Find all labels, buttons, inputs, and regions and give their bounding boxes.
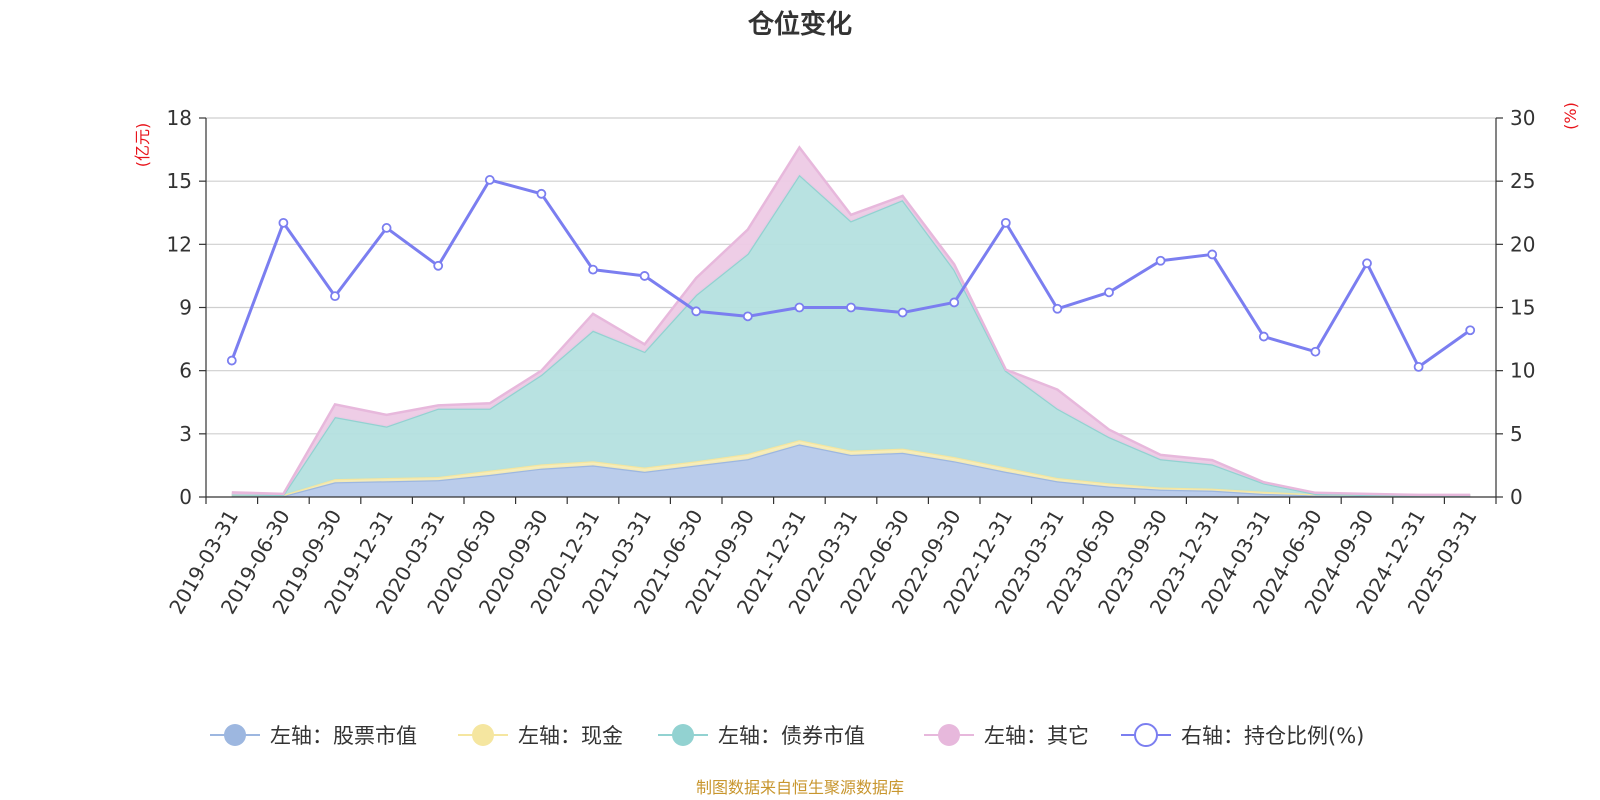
holding-ratio-point [639,271,650,281]
left-tick-label: 0 [179,485,192,509]
legend-marker-icon [1134,723,1158,747]
left-axis-unit: (亿元) [133,123,152,168]
holding-ratio-point [846,302,856,313]
area-series-0 [231,444,1471,497]
right-tick-label: 30 [1510,106,1535,130]
holding-ratio-point [949,297,960,308]
right-tick-label: 25 [1510,169,1535,193]
holding-ratio-point [588,264,598,275]
holding-ratio-point [536,188,547,199]
legend-item-0[interactable]: 左轴：股票市值 [210,724,417,748]
area-series-3 [231,147,1471,496]
area-edge-series-3 [231,145,1471,497]
right-tick-label: 0 [1510,485,1523,509]
legend-label: 左轴：现金 [518,724,623,748]
right-tick-label: 5 [1510,422,1523,446]
holding-ratio-point [1104,287,1114,298]
holding-ratio-point [1207,249,1218,260]
left-tick-label: 3 [179,422,192,446]
legend-label: 左轴：债券市值 [718,724,865,748]
legend-marker-icon [224,724,246,746]
right-axis-unit: (%) [1561,102,1580,130]
legend-marker-icon [472,724,494,746]
holding-ratio-point [794,302,805,313]
holding-ratio-point [1413,361,1424,372]
holding-ratio-point [1000,217,1011,228]
holding-ratio-point [278,217,289,228]
right-tick-label: 10 [1510,359,1535,383]
legend-item-4[interactable]: 右轴：持仓比例(%) [1121,723,1364,748]
legend-label: 右轴：持仓比例(%) [1181,724,1364,748]
left-tick-label: 12 [167,232,192,256]
legend-item-2[interactable]: 左轴：债券市值 [658,724,865,748]
holding-ratio-point [1052,303,1063,314]
area-series-2 [231,174,1471,496]
left-tick-label: 9 [179,296,192,320]
right-tick-label: 20 [1510,232,1535,256]
legend-marker-icon [672,724,694,746]
legend-item-3[interactable]: 左轴：其它 [924,724,1089,748]
holding-ratio-point [226,355,237,366]
holding-ratio-point [691,306,702,317]
holding-ratio-point [1155,255,1166,266]
right-tick-label: 15 [1510,296,1535,320]
holding-ratio-point [1310,346,1321,357]
holding-ratio-point [1258,331,1269,342]
holding-ratio-point [1465,325,1476,336]
holding-ratio-point [742,311,753,322]
legend-marker-icon [938,724,960,746]
left-tick-label: 15 [167,169,192,193]
holding-ratio-point [433,260,444,271]
stacked-areas [231,145,1471,498]
left-tick-label: 18 [167,106,192,130]
holding-ratio-line [226,175,1476,372]
legend-item-1[interactable]: 左轴：现金 [458,724,623,748]
holding-ratio-point [330,291,340,302]
data-source-note: 制图数据来自恒生聚源数据库 [696,778,904,797]
holding-ratio-point [897,307,908,318]
holding-ratio-point [381,223,392,233]
legend-label: 左轴：其它 [984,724,1089,748]
holding-ratio-point [1362,258,1372,269]
legend: 左轴：股票市值 左轴：现金 左轴：债券市值 左轴：其它 右轴：持仓比例(%) [210,723,1364,748]
holding-ratio-point [484,175,495,185]
chart-title: 仓位变化 [747,9,852,40]
legend-label: 左轴：股票市值 [270,724,417,748]
left-tick-label: 6 [179,359,192,383]
